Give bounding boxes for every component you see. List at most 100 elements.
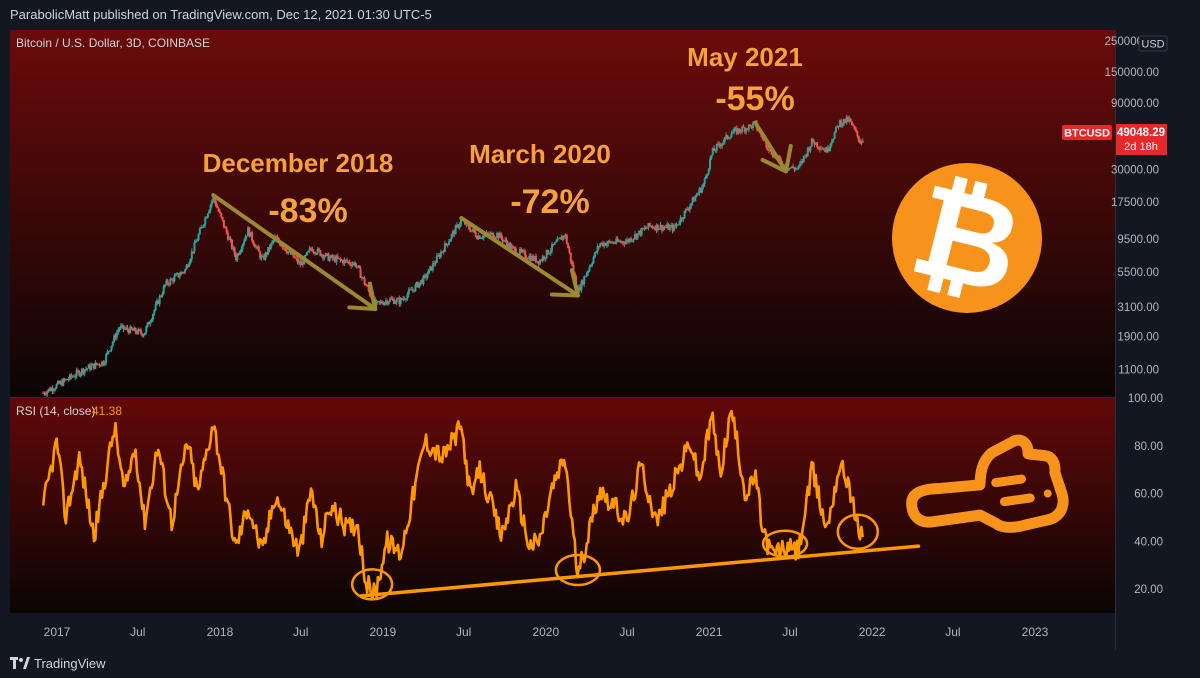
price-candle [230, 239, 233, 251]
price-candle [729, 136, 732, 140]
price-candle [149, 319, 152, 327]
price-candle [121, 323, 124, 329]
price-candle [837, 125, 840, 130]
rsi-scale[interactable]: 100.00 80.00 60.00 40.00 20.00 [1128, 393, 1163, 596]
price-candle [603, 241, 606, 249]
price-candle [595, 250, 598, 254]
price-candle [153, 309, 156, 317]
price-candle [46, 390, 49, 397]
price-candle [789, 167, 792, 169]
price-candle [295, 255, 298, 261]
price-candle [169, 277, 172, 287]
price-candle [544, 257, 547, 262]
price-candle [480, 236, 483, 239]
price-candle [119, 323, 122, 331]
price-candle [320, 253, 323, 258]
time-tick-label: Jul [456, 625, 471, 639]
time-tick-label: Jul [782, 625, 797, 639]
price-candle [806, 146, 809, 158]
price-candle [818, 145, 821, 153]
price-candle [332, 254, 335, 261]
price-candle [528, 253, 531, 261]
price-candle [351, 261, 354, 268]
chart-area[interactable]: 250000.00150000.0090000.0030000.0017500.… [0, 0, 1200, 650]
price-candle [431, 261, 434, 273]
price-candle [585, 271, 588, 278]
price-candle [601, 240, 604, 248]
price-candle [165, 278, 168, 286]
price-candle [98, 363, 101, 368]
price-candle [686, 206, 689, 211]
price-candle [105, 353, 108, 366]
price-candle [537, 261, 540, 268]
price-candle [490, 231, 493, 235]
price-candle [498, 231, 501, 238]
time-tick-label: 2022 [859, 625, 886, 639]
price-candle [596, 243, 599, 255]
price-candle [567, 242, 570, 249]
price-candle [565, 233, 568, 245]
price-candle [470, 230, 473, 233]
price-candle [142, 333, 145, 338]
price-candle [524, 249, 527, 258]
price-candle [568, 245, 571, 255]
price-candle [85, 366, 88, 372]
price-candle [194, 239, 197, 243]
time-axis[interactable]: 2017 Jul 2018 Jul 2019 Jul 2020 Jul 2021 Jul 2022 J… [44, 625, 1049, 639]
price-candle [352, 261, 355, 266]
price-candle [174, 272, 177, 277]
price-candle [563, 235, 566, 240]
price-candle [848, 115, 851, 124]
price-candle [228, 236, 231, 241]
price-candle [433, 260, 436, 267]
price-candle [322, 253, 325, 262]
price-candle [182, 271, 185, 274]
price-candle [358, 265, 361, 269]
currency-button[interactable]: USD [1138, 35, 1168, 52]
annotation-label: May 2021 [687, 42, 803, 72]
bar-countdown: 2d 18h [1124, 141, 1158, 153]
price-candle [188, 261, 191, 268]
price-candle [62, 377, 65, 387]
price-candle [347, 261, 350, 265]
price-candle [684, 207, 687, 213]
price-candle [118, 326, 121, 333]
price-candle [599, 242, 602, 248]
price-candle [857, 135, 860, 143]
price-candle [162, 284, 165, 295]
price-candle [237, 252, 240, 256]
price-candle [229, 235, 232, 243]
price-candle [161, 291, 164, 299]
price-candle [481, 235, 484, 240]
price-candle [177, 272, 180, 278]
price-candle [102, 360, 105, 367]
price-candle [244, 234, 247, 242]
price-candle [343, 257, 346, 266]
price-candle [296, 256, 299, 265]
price-candle [126, 324, 129, 333]
price-candle [588, 264, 591, 272]
price-candle [67, 377, 70, 382]
price-tick-label: 17500.00 [1111, 197, 1159, 209]
price-candle [822, 147, 825, 151]
price-candle [133, 326, 136, 331]
price-candle [185, 263, 188, 270]
price-candle [267, 246, 270, 256]
price-candle [86, 367, 89, 372]
drawdown-arrow [211, 193, 378, 311]
price-candle [323, 255, 326, 261]
price-candle [405, 298, 408, 303]
price-candle [813, 140, 816, 148]
price-candle [536, 261, 539, 263]
price-candle [713, 145, 716, 151]
price-candle [441, 251, 444, 254]
annotation-change: -55% [715, 80, 794, 118]
price-candle [504, 236, 507, 243]
price-candle [255, 244, 258, 250]
price-candle [356, 265, 359, 269]
price-candle [300, 259, 303, 266]
price-candle [679, 215, 682, 226]
price-candle [346, 257, 349, 264]
price-candle [127, 328, 130, 335]
price-candle [261, 253, 264, 258]
